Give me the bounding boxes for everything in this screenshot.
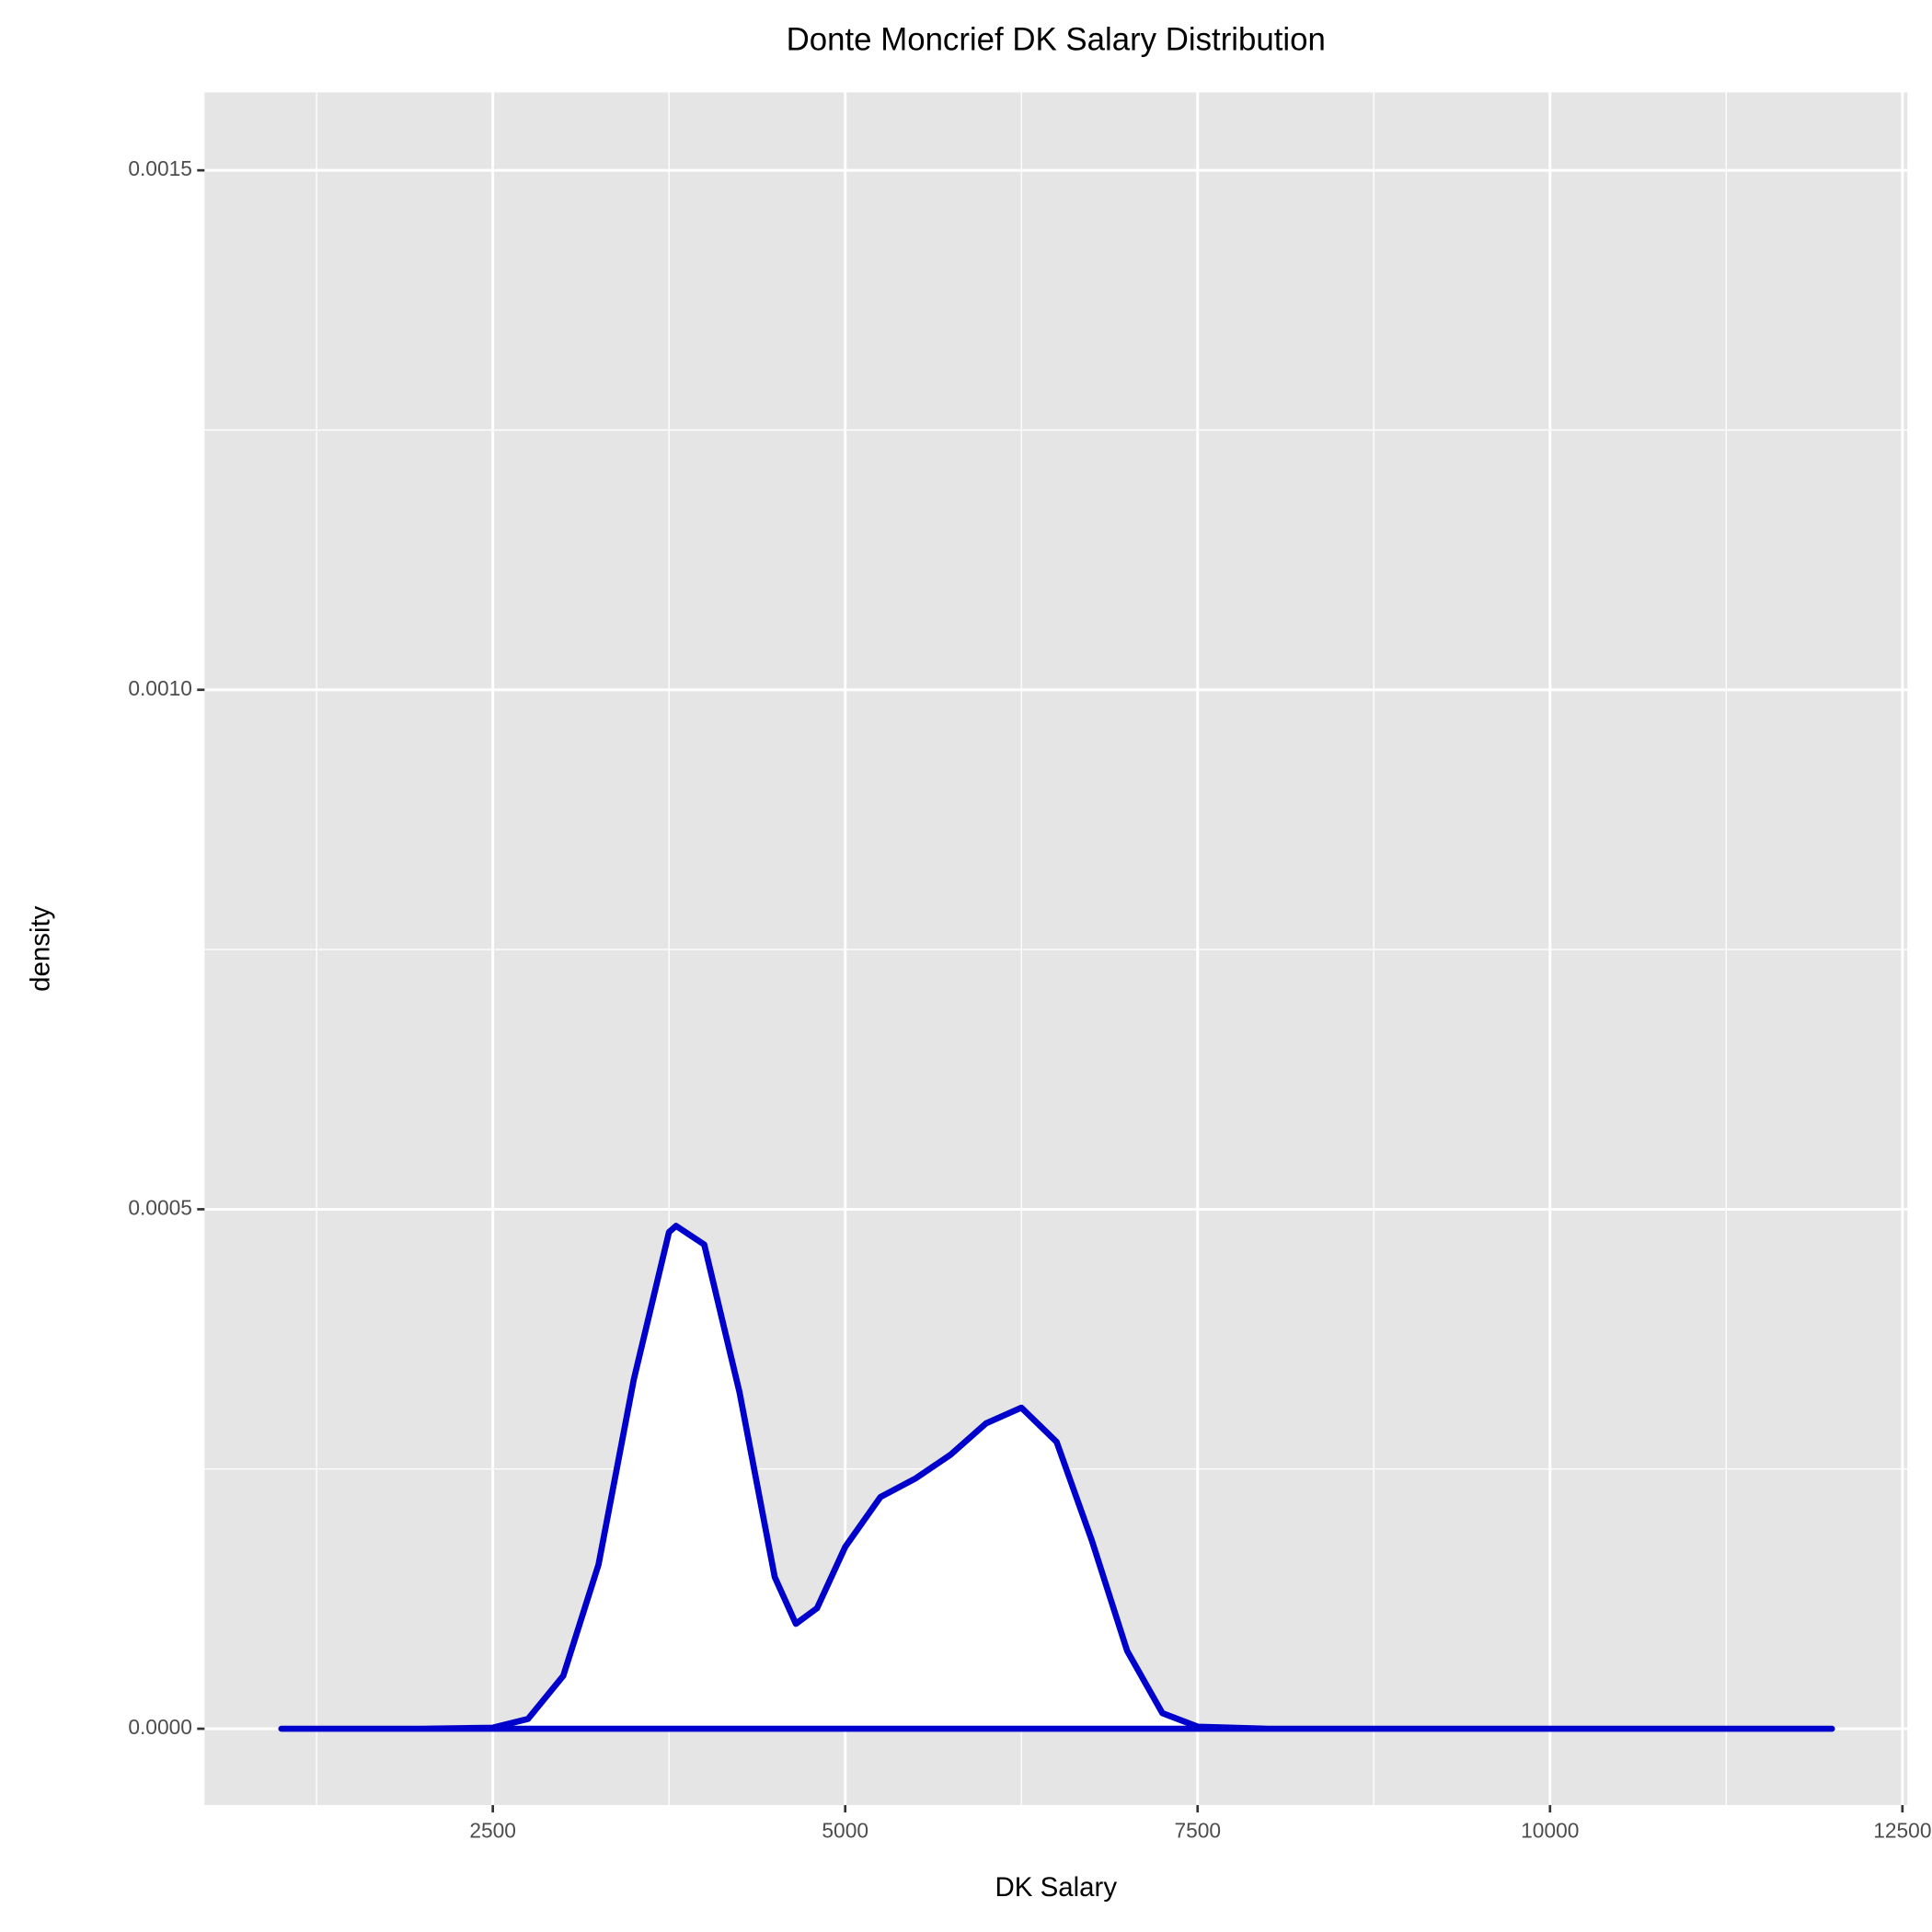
y-axis-title: density xyxy=(25,905,55,992)
x-axis-title: DK Salary xyxy=(995,1872,1117,1903)
y-tick-label: 0.0015 xyxy=(128,156,192,180)
x-tick-label: 5000 xyxy=(822,1819,868,1843)
y-tick-label: 0.0005 xyxy=(128,1195,192,1219)
y-tick-label: 0.0000 xyxy=(128,1715,192,1739)
chart-title: Donte Moncrief DK Salary Distribution xyxy=(787,22,1326,58)
y-tick-label: 0.0010 xyxy=(128,676,192,700)
x-tick-label: 10000 xyxy=(1521,1819,1579,1843)
x-tick-label: 7500 xyxy=(1174,1819,1221,1843)
x-tick-label: 12500 xyxy=(1873,1819,1931,1843)
plot xyxy=(278,1223,1835,1732)
density-curve xyxy=(278,1223,1835,1732)
x-tick-label: 2500 xyxy=(469,1819,516,1843)
